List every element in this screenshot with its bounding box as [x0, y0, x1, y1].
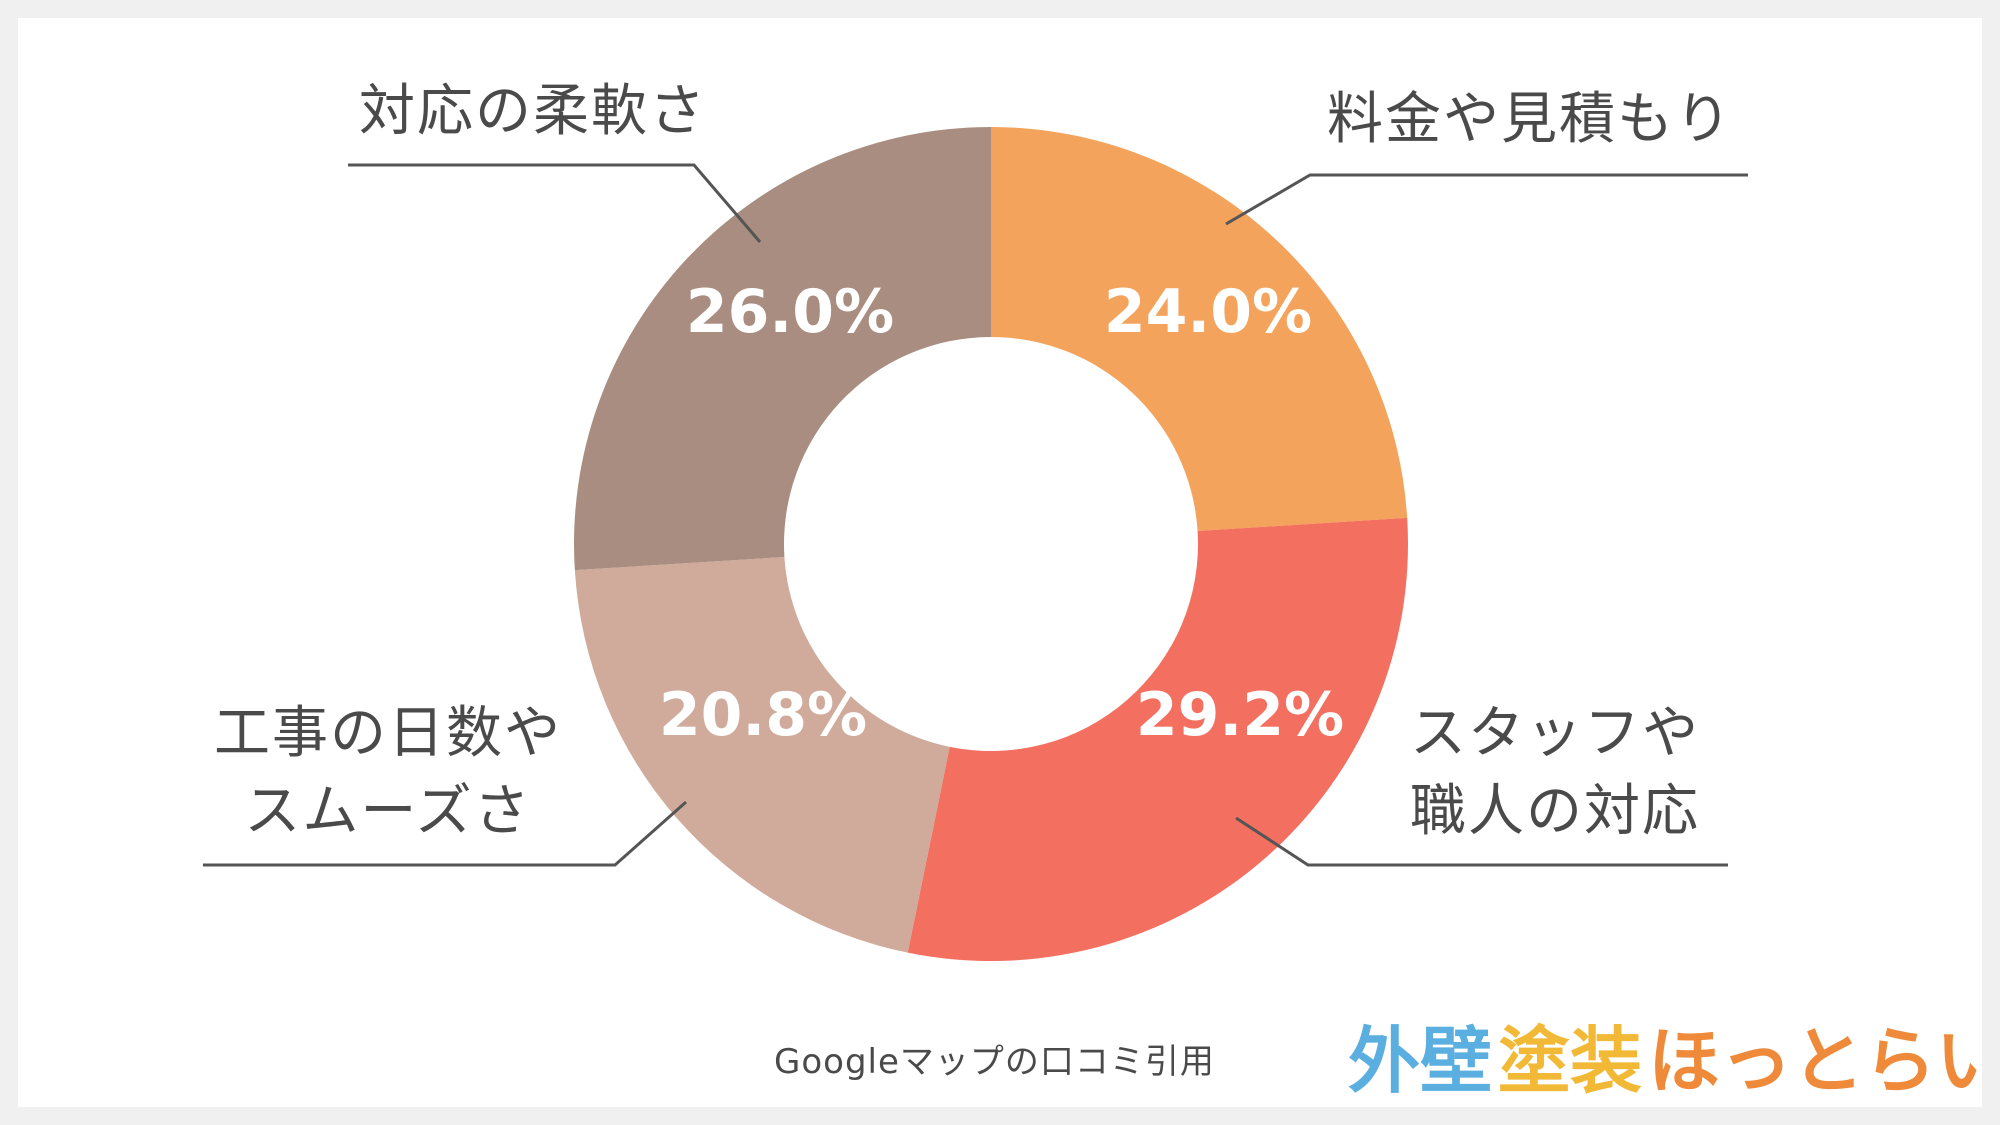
- leader-line-1: [1225, 173, 1748, 226]
- category-label-3-line-1: 工事の日数や: [214, 701, 562, 766]
- leader-line-3: [203, 800, 687, 867]
- percent-label-1: 24.0%: [1104, 277, 1312, 347]
- brand-logo: 外壁 塗装 ほっとらいん: [1348, 1019, 1978, 1103]
- category-label-1-line-1: 料金や見積もり: [1327, 87, 1733, 152]
- donut-slice-4: [574, 127, 991, 571]
- logo-part-2: 塗装: [1498, 1019, 1642, 1103]
- category-label-4-line-1: 対応の柔軟さ: [359, 79, 707, 144]
- percent-label-4: 26.0%: [686, 277, 894, 347]
- leader-line-2: [1235, 816, 1728, 867]
- percent-label-2: 29.2%: [1136, 680, 1344, 750]
- logo-part-1: 外壁: [1348, 1019, 1492, 1103]
- category-label-3-line-2: スムーズさ: [244, 779, 531, 844]
- donut-slices: [574, 127, 1408, 961]
- donut-slice-1: [991, 127, 1408, 532]
- leader-lines: [203, 163, 1748, 867]
- category-label-2-line-1: スタッフや: [1410, 701, 1700, 766]
- donut-slice-2: [907, 517, 1408, 961]
- category-label-2-line-2: 職人の対応: [1410, 779, 1700, 844]
- chart-card: 24.0% 29.2% 20.8% 26.0% 料金や見積もりスタッフや職人の対応 工事…: [18, 18, 1982, 1107]
- donut-slice-3: [574, 556, 950, 953]
- source-note: Googleマップの口コミ引用: [774, 1042, 1215, 1082]
- leader-line-4: [348, 163, 762, 243]
- percent-labels: 24.0% 29.2% 20.8% 26.0%: [659, 277, 1344, 750]
- logo-part-3: ほっとらいん: [1648, 1019, 1978, 1103]
- percent-label-3: 20.8%: [659, 680, 867, 750]
